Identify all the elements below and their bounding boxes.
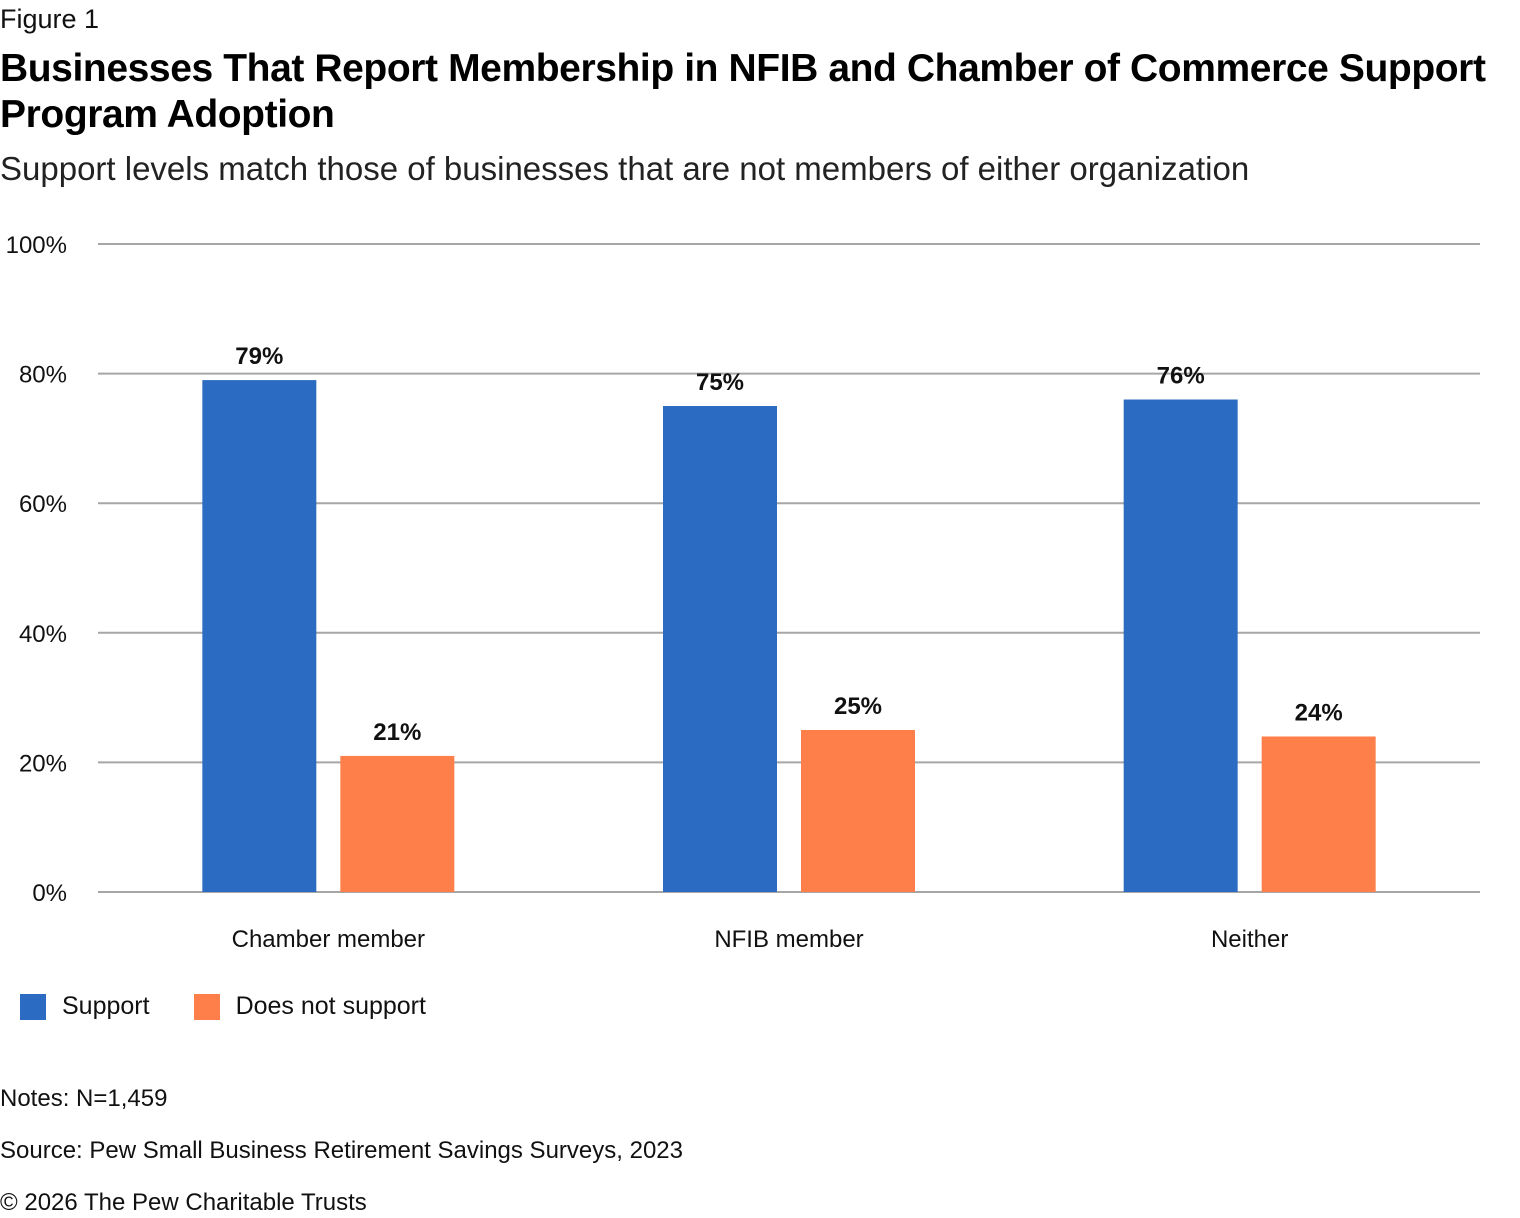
x-category-label: Neither: [1211, 926, 1288, 953]
legend-label-support: Support: [62, 992, 150, 1020]
chart-subtitle: Support levels match those of businesses…: [0, 150, 1250, 187]
data-labels: 79% 21% 75% 25% 76% 24%: [235, 343, 1342, 746]
bars: [202, 380, 1376, 892]
y-tick-label: 60%: [19, 491, 67, 518]
y-tick-label: 0%: [32, 880, 67, 907]
y-tick-label: 20%: [19, 750, 67, 777]
bar-does-not-support-0: [340, 755, 455, 892]
data-label: 75%: [696, 369, 744, 396]
bar-does-not-support-2: [1261, 736, 1376, 892]
bar-chart: 0% 20% 40% 60% 80% 100% 79% 21% 75% 25% 76% 24% Ch…: [6, 232, 1480, 953]
notes: Notes: N=1,459: [0, 1085, 168, 1112]
gridlines: [98, 243, 1480, 893]
y-axis-ticks: 0% 20% 40% 60% 80% 100%: [6, 232, 67, 907]
y-tick-label: 40%: [19, 621, 67, 648]
legend-label-does-not-support: Does not support: [235, 992, 426, 1020]
y-tick-label: 80%: [19, 362, 67, 389]
legend-item-support: Support: [20, 992, 150, 1021]
data-label: 76%: [1157, 363, 1205, 390]
chart-title: Businesses That Report Membership in NFI…: [0, 47, 1486, 136]
y-tick-label: 100%: [6, 232, 67, 259]
bar-support-1: [663, 406, 777, 892]
figure-label: Figure 1: [0, 4, 100, 34]
data-label: 25%: [834, 693, 882, 720]
data-label: 24%: [1295, 699, 1343, 726]
source: Source: Pew Small Business Retirement Sa…: [0, 1137, 683, 1164]
bar-support-0: [202, 380, 317, 892]
x-category-label: Chamber member: [232, 926, 425, 953]
data-label: 21%: [373, 719, 421, 746]
copyright: © 2026 The Pew Charitable Trusts: [0, 1189, 367, 1216]
legend-item-does-not-support: Does not support: [193, 992, 426, 1021]
bar-support-2: [1123, 399, 1238, 892]
x-category-label: NFIB member: [714, 926, 863, 953]
legend: Support Does not support: [20, 992, 470, 1021]
legend-swatch-does-not-support: [193, 993, 220, 1020]
bar-does-not-support-1: [801, 730, 915, 892]
legend-swatch-support: [20, 993, 46, 1020]
x-axis-categories: Chamber member NFIB member Neither: [232, 926, 1289, 953]
data-label: 79%: [235, 343, 283, 370]
